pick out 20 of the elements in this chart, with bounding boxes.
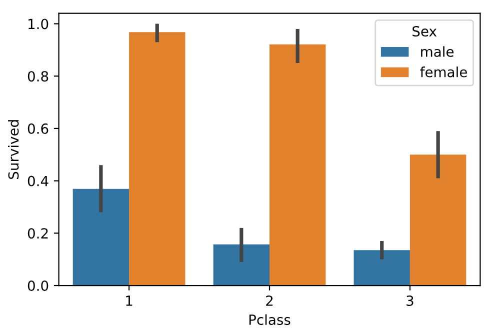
- y-axis-title: Survived: [8, 120, 19, 179]
- legend-title: Sex: [412, 26, 437, 37]
- bar: [213, 244, 270, 286]
- y-tick-label: 0.4: [28, 176, 48, 186]
- y-tick-label: 0.6: [28, 123, 48, 134]
- bar: [410, 154, 466, 286]
- bar: [270, 44, 326, 286]
- x-tick-label: 2: [266, 295, 273, 306]
- legend-label: female: [420, 66, 467, 78]
- y-tick-label: 1.0: [28, 18, 48, 30]
- bar: [72, 188, 130, 286]
- bar: [354, 250, 410, 286]
- y-tick-label: 0.0: [28, 280, 48, 291]
- x-axis-title: Pclass: [249, 314, 290, 325]
- x-tick-label: 3: [406, 295, 414, 306]
- bar: [129, 32, 186, 286]
- y-tick-label: 0.8: [28, 71, 48, 82]
- y-tick-label: 0.2: [28, 228, 48, 239]
- legend-label: male: [421, 46, 454, 57]
- x-tick-label: 1: [126, 296, 132, 306]
